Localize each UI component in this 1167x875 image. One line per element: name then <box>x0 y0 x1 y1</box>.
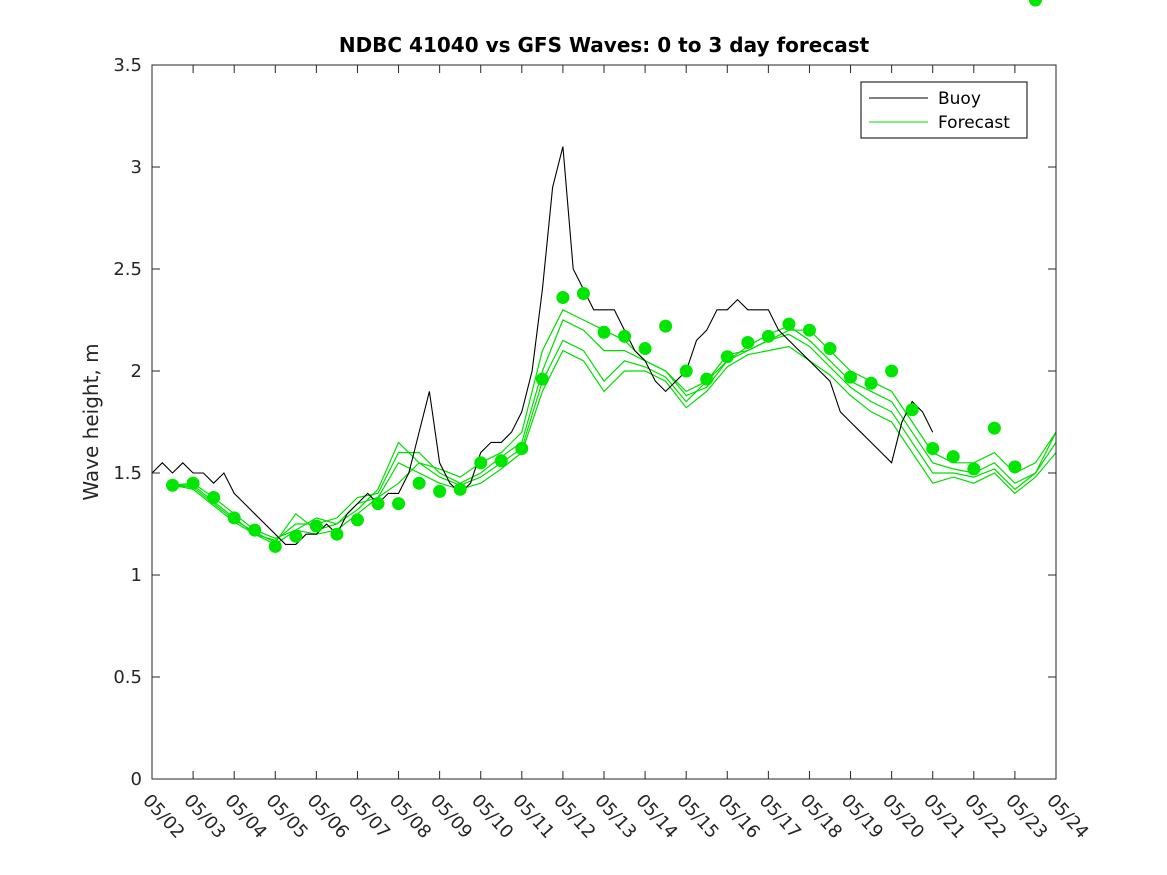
y-tick-label: 1 <box>131 565 142 586</box>
forecast-marker <box>392 497 406 511</box>
forecast-marker <box>720 350 734 364</box>
forecast-marker <box>166 478 180 492</box>
forecast-marker <box>844 370 858 384</box>
forecast-marker <box>700 372 714 386</box>
y-tick-label: 2.5 <box>113 259 142 280</box>
forecast-marker <box>1028 0 1042 7</box>
forecast-marker <box>967 462 981 476</box>
legend-forecast-label: Forecast <box>938 113 1010 133</box>
forecast-marker <box>926 442 940 456</box>
forecast-marker <box>289 529 303 543</box>
forecast-marker <box>946 450 960 464</box>
legend: Buoy Forecast <box>860 81 1028 139</box>
forecast-marker <box>638 342 652 356</box>
legend-box <box>860 81 1028 139</box>
forecast-marker <box>761 329 775 343</box>
forecast-marker <box>515 442 529 456</box>
legend-buoy-label: Buoy <box>938 89 981 109</box>
y-axis-label: Wave height, m <box>79 343 103 500</box>
chart-title: NDBC 41040 vs GFS Waves: 0 to 3 day fore… <box>339 33 870 57</box>
forecast-marker <box>741 335 755 349</box>
forecast-marker <box>618 329 632 343</box>
y-tick-label: 3 <box>131 157 142 178</box>
forecast-marker <box>433 484 447 498</box>
forecast-marker <box>659 319 673 333</box>
marker-layer <box>166 0 1042 553</box>
y-tick-label: 3.5 <box>113 55 142 76</box>
forecast-line <box>172 345 1057 546</box>
forecast-marker <box>371 497 385 511</box>
forecast-marker <box>248 523 262 537</box>
forecast-marker <box>268 539 282 553</box>
buoy-line <box>151 146 934 545</box>
forecast-marker <box>186 476 200 490</box>
forecast-marker <box>412 476 426 490</box>
forecast-marker <box>782 317 796 331</box>
plot-area <box>152 65 1056 779</box>
forecast-marker <box>556 291 570 305</box>
forecast-marker <box>227 511 241 525</box>
forecast-marker <box>207 490 221 504</box>
forecast-marker <box>823 342 837 356</box>
forecast-marker <box>309 519 323 533</box>
y-tick-label: 2 <box>131 361 142 382</box>
forecast-marker <box>535 372 549 386</box>
forecast-marker <box>987 421 1001 435</box>
forecast-marker <box>864 376 878 390</box>
forecast-marker <box>576 286 590 300</box>
y-tick-label: 0.5 <box>113 667 142 688</box>
forecast-marker <box>905 403 919 417</box>
forecast-marker <box>453 482 467 496</box>
forecast-marker <box>1008 460 1022 474</box>
forecast-marker <box>474 456 488 470</box>
y-tick-label: 1.5 <box>113 463 142 484</box>
forecast-marker <box>330 527 344 541</box>
forecast-marker <box>350 513 364 527</box>
forecast-marker <box>802 323 816 337</box>
forecast-marker <box>885 364 899 378</box>
forecast-marker <box>679 364 693 378</box>
forecast-line <box>172 308 1057 539</box>
y-tick-label: 0 <box>131 769 142 790</box>
forecast-marker <box>597 325 611 339</box>
forecast-marker <box>494 454 508 468</box>
y-axis-ticks: 0 0.5 1 1.5 2 2.5 3 3.5 <box>113 55 1056 790</box>
